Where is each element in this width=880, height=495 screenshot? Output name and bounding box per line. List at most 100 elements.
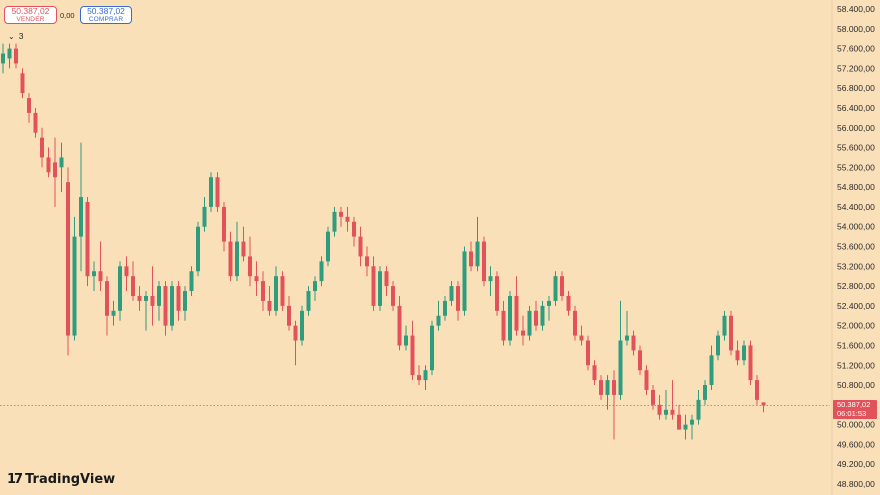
logo-text: TradingView [25, 472, 116, 487]
candle-body [735, 350, 740, 361]
y-tick-label: 50.000,00 [837, 420, 875, 430]
candle [384, 266, 389, 296]
candle [326, 226, 330, 267]
candle [716, 330, 720, 361]
candle-body [14, 48, 18, 64]
candle-body [235, 241, 239, 277]
candle-body [625, 335, 629, 341]
candle [131, 261, 135, 301]
candle [443, 295, 447, 321]
candle [391, 281, 395, 311]
candle-body [287, 305, 291, 326]
candle-body [72, 236, 77, 336]
candle [566, 291, 571, 316]
candle-body [690, 419, 694, 425]
y-tick-label: 54.000,00 [837, 222, 875, 232]
candle [605, 375, 610, 410]
candle [85, 197, 90, 287]
buy-button[interactable]: 50.387,02 COMPRAR [80, 6, 132, 24]
candle-body [105, 281, 109, 316]
candle-body [326, 231, 330, 262]
candle-body [183, 291, 187, 311]
candle-body [469, 251, 473, 267]
candle [618, 300, 623, 400]
candle [157, 281, 161, 321]
candle-body [553, 276, 558, 301]
sell-button[interactable]: 50.387,02 VENDER [4, 6, 57, 24]
candle [267, 286, 272, 316]
candle-body [59, 157, 64, 168]
candle-body [196, 226, 200, 272]
candle-body [27, 98, 31, 113]
candle-body [664, 409, 668, 415]
candle-body [170, 286, 174, 326]
y-tick-label: 53.200,00 [837, 261, 875, 271]
candle [573, 305, 577, 341]
candle-body [391, 286, 395, 306]
candle [703, 380, 707, 405]
candle [612, 370, 616, 440]
candle [352, 216, 356, 247]
y-tick-label: 56.400,00 [837, 103, 875, 113]
candle [755, 375, 759, 405]
candle-body [540, 305, 545, 326]
candle-body [53, 162, 57, 178]
candle [111, 300, 116, 326]
candle-body [228, 241, 233, 277]
tradingview-logo-icon: 17 [7, 472, 23, 487]
candle [508, 291, 512, 346]
last-price-tag: 50.387,02 06:01:53 [833, 400, 877, 419]
candle [696, 389, 701, 425]
buy-label: COMPRAR [88, 15, 124, 23]
candle-body [599, 380, 603, 395]
candle-body [66, 182, 70, 336]
candle-body [508, 295, 512, 341]
candle-body [631, 335, 636, 351]
candle [553, 271, 558, 306]
candle [638, 345, 642, 376]
candle-body [488, 276, 493, 282]
tradingview-logo[interactable]: 17 TradingView [7, 472, 115, 487]
candle [66, 167, 70, 356]
candle [280, 271, 285, 311]
y-tick-label: 57.200,00 [837, 63, 875, 73]
candle [358, 226, 363, 267]
chevron-down-icon: ⌄ [8, 31, 15, 41]
candle-body [124, 266, 129, 277]
candle [209, 172, 213, 212]
candle-body [267, 300, 272, 311]
indicators-toggle[interactable]: ⌄ 3 [8, 31, 23, 41]
candle-body [605, 380, 610, 395]
candle [436, 300, 441, 331]
candle [748, 340, 753, 386]
candle [547, 295, 551, 321]
candle [449, 281, 454, 306]
candle [644, 365, 649, 395]
candle-body [560, 276, 564, 296]
candle [761, 402, 766, 413]
y-tick-label: 58.400,00 [837, 4, 875, 14]
candle-body [670, 409, 675, 415]
candle [657, 394, 662, 420]
candle [176, 281, 181, 321]
candle [137, 286, 142, 311]
candle [202, 197, 207, 232]
candle [72, 216, 77, 341]
candle [579, 325, 584, 346]
candle [514, 276, 519, 336]
candle-body [79, 197, 83, 237]
candle [20, 68, 25, 99]
countdown-value: 06:01:53 [837, 408, 867, 418]
candle-body [202, 206, 207, 227]
candle-body [241, 241, 246, 257]
candle-body [358, 236, 363, 257]
indicators-count: 3 [18, 31, 24, 41]
candle-body [378, 271, 382, 306]
candle [14, 43, 18, 69]
candle-body [716, 335, 720, 356]
candle [404, 325, 408, 351]
candle [215, 172, 220, 212]
candle-body [150, 295, 155, 306]
candle [170, 281, 174, 331]
